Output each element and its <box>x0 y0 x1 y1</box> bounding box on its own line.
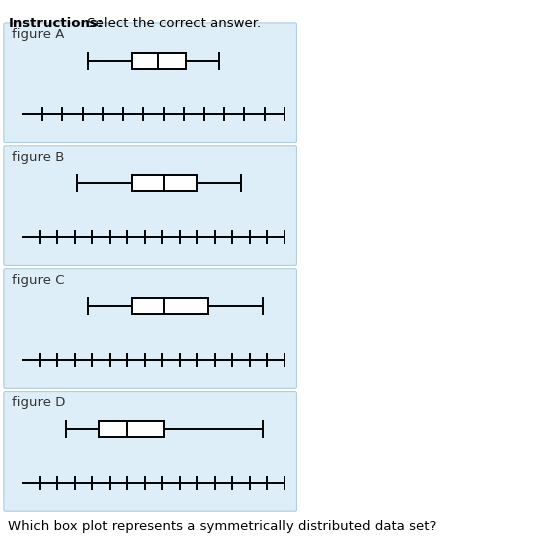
Text: Which box plot represents a symmetrically distributed data set?: Which box plot represents a symmetricall… <box>8 520 436 533</box>
Bar <box>132 299 208 314</box>
Bar <box>132 175 197 191</box>
Bar <box>99 421 164 437</box>
Bar <box>132 53 186 69</box>
Text: figure C: figure C <box>12 274 64 287</box>
Text: figure B: figure B <box>12 150 64 164</box>
Text: Instructions:: Instructions: <box>8 17 104 31</box>
Text: figure D: figure D <box>12 396 66 409</box>
Text: figure A: figure A <box>12 28 64 41</box>
Text: Select the correct answer.: Select the correct answer. <box>83 17 261 31</box>
